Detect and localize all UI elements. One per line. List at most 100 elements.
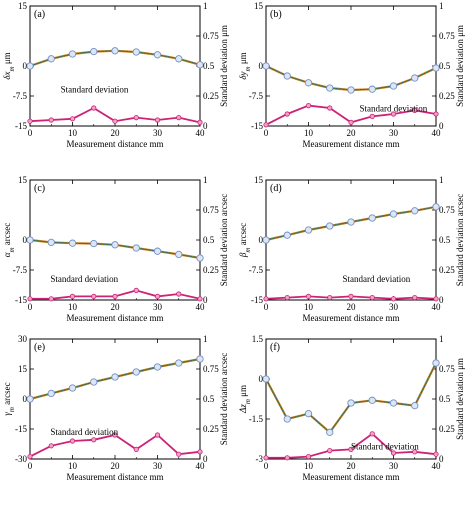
main-point <box>175 55 183 63</box>
main-point <box>26 395 34 403</box>
std-point <box>133 446 139 452</box>
y2-tick-label: 0.5 <box>203 235 215 245</box>
std-point <box>390 111 397 117</box>
y-tick-label: 0 <box>23 394 28 404</box>
std-point <box>133 115 139 121</box>
x-tick-label: 30 <box>153 461 163 471</box>
std-point <box>27 296 33 302</box>
main-point <box>304 79 313 87</box>
plot-frame <box>29 5 201 127</box>
y2-tick-label: 0.25 <box>203 91 219 101</box>
x-axis-label: Measurement distance mm <box>303 139 400 149</box>
y2-tick-label: 1 <box>439 175 444 185</box>
y-axis-label: αm arcsec <box>2 223 16 258</box>
y2-tick-label: 0 <box>203 121 208 131</box>
x-tick-label: 0 <box>28 461 33 471</box>
y2-tick-label: 0.75 <box>203 205 219 215</box>
x-tick-label: 30 <box>153 128 163 138</box>
main-point <box>132 244 140 252</box>
std-point <box>48 117 54 123</box>
std-point <box>176 291 182 297</box>
y-tick-label: -15 <box>15 121 27 131</box>
panel-f: (f) 0 10 20 30 40 1.5 0 -1.5 -3 1 0.75 0.5 0.25 0 Measu… <box>238 334 465 482</box>
y2-axis-label: Standard deviation μm <box>455 358 465 440</box>
x-tick-label: 0 <box>264 128 269 138</box>
series-main-line-blue <box>29 50 201 67</box>
series-main-line-blue <box>265 206 437 241</box>
y-tick-label: 0 <box>23 235 28 245</box>
x-tick-label: 20 <box>111 302 121 312</box>
main-point <box>47 55 55 63</box>
x-tick-label: 20 <box>347 461 357 471</box>
std-point <box>412 294 418 301</box>
y2-axis-label: Standard deviation arcsec <box>219 353 229 445</box>
std-annotation: Standard deviation <box>351 441 419 451</box>
panel-a: (a) 0 10 20 30 40 15 0 -7.5 -15 1 0.75 0.5 0.25 0 Measu… <box>2 1 229 149</box>
std-point <box>412 107 418 114</box>
x-tick-label: 30 <box>389 461 399 471</box>
std-point <box>48 443 54 449</box>
main-point <box>411 74 419 82</box>
y2-tick-label: 0.25 <box>439 424 455 434</box>
panel-c: (c) 0 10 20 30 40 15 0 -7.5 -15 1 0.75 0.5 0.25 0 Measu… <box>2 175 229 323</box>
std-point <box>154 293 161 299</box>
main-point <box>326 428 334 436</box>
y2-tick-label: 0.5 <box>439 394 451 404</box>
main-point <box>111 47 119 55</box>
std-point <box>369 431 375 437</box>
panel-label: (b) <box>270 9 282 20</box>
y2-tick-label: 0 <box>439 121 444 131</box>
y-tick-label: -15 <box>15 424 27 434</box>
y-tick-label: 15 <box>254 1 264 11</box>
std-point <box>305 103 312 109</box>
x-tick-label: 20 <box>347 302 357 312</box>
std-point <box>69 293 76 299</box>
y-tick-label: 0 <box>259 374 264 384</box>
std-point <box>69 116 76 122</box>
main-point <box>111 373 119 381</box>
y-tick-label: 0 <box>259 61 264 71</box>
x-axis-label: Measurement distance mm <box>67 139 164 149</box>
x-axis-label: Measurement distance mm <box>67 313 164 323</box>
y-tick-label: 15 <box>18 1 28 11</box>
std-point <box>91 437 97 443</box>
x-tick-label: 10 <box>304 128 314 138</box>
main-point <box>304 410 313 418</box>
y2-tick-label: 0.25 <box>439 265 455 275</box>
y2-tick-label: 0 <box>203 295 208 305</box>
y-tick-label: 15 <box>18 364 28 374</box>
std-annotation: Standard deviation <box>61 84 129 94</box>
std-point <box>263 455 269 461</box>
y2-tick-label: 1 <box>439 1 444 11</box>
y-tick-label: 15 <box>18 175 28 185</box>
std-point <box>284 455 290 461</box>
std-point <box>369 113 375 120</box>
main-point <box>68 50 77 58</box>
main-point <box>432 203 440 211</box>
y-tick-label: -7.5 <box>13 265 28 275</box>
main-point <box>153 51 162 59</box>
main-point <box>304 226 313 234</box>
x-axis-label: Measurement distance mm <box>303 472 400 482</box>
x-tick-label: 40 <box>196 461 206 471</box>
main-point <box>262 62 270 70</box>
y2-tick-label: 0.5 <box>203 394 215 404</box>
x-tick-label: 10 <box>68 302 78 312</box>
main-point <box>283 231 291 239</box>
main-point <box>68 384 77 392</box>
std-point <box>112 293 118 299</box>
series-main-line-blue <box>265 362 437 433</box>
std-point <box>197 119 203 126</box>
std-point <box>284 111 290 117</box>
x-tick-label: 0 <box>28 302 33 312</box>
std-point <box>154 432 161 438</box>
y-tick-label: 1.5 <box>252 334 264 344</box>
std-point <box>197 449 203 455</box>
y2-axis-label: Standard deviation μm <box>455 25 465 107</box>
main-point <box>47 389 55 398</box>
x-tick-label: 30 <box>389 302 399 312</box>
std-annotation: Standard deviation <box>50 427 118 437</box>
main-point <box>432 359 440 367</box>
std-point <box>305 453 312 460</box>
main-point <box>196 61 204 69</box>
